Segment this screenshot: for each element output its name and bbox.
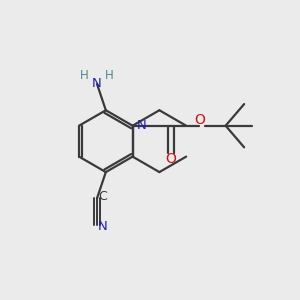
Text: C: C — [98, 190, 107, 203]
Text: H: H — [80, 69, 89, 82]
Text: N: N — [137, 119, 147, 132]
Text: H: H — [105, 69, 114, 82]
Text: O: O — [194, 113, 205, 128]
Text: N: N — [92, 77, 102, 91]
Text: N: N — [98, 220, 107, 232]
Text: O: O — [165, 152, 176, 166]
